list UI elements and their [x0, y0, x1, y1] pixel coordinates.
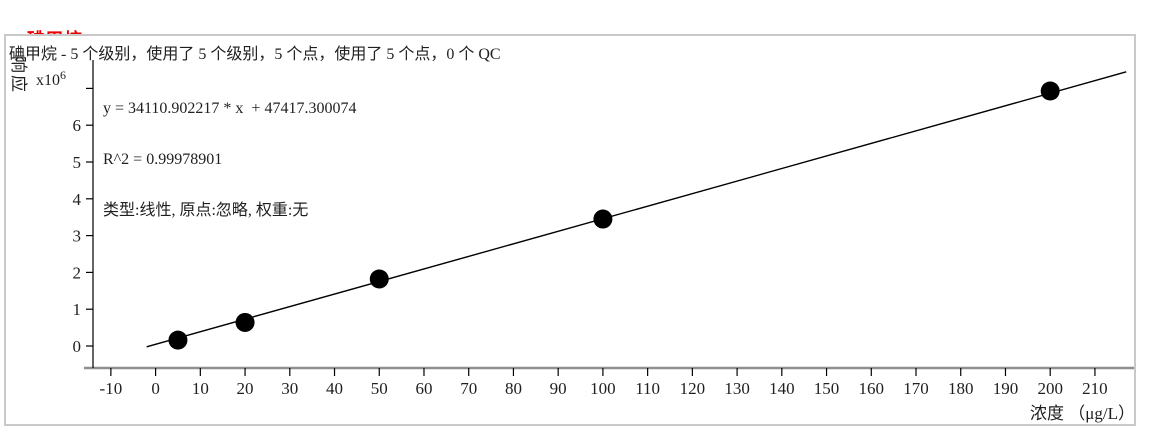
x-tick-label: 110: [635, 379, 660, 398]
x-tick-label: 200: [1037, 379, 1063, 398]
r-squared: R^2 = 0.99978901: [103, 151, 223, 168]
y-tick-label: 5: [73, 153, 82, 172]
x-tick-label: 180: [948, 379, 974, 398]
y-tick-label: 1: [73, 300, 82, 319]
calibration-point[interactable]: [168, 330, 188, 350]
calibration-point[interactable]: [369, 269, 389, 289]
x-tick-label: 140: [769, 379, 795, 398]
x-tick-label: 120: [680, 379, 706, 398]
x-tick-label: 170: [903, 379, 929, 398]
x-tick-label: 40: [326, 379, 343, 398]
y-tick-label: 2: [73, 263, 82, 282]
curve-summary-text: 碘甲烷 - 5 个级别，使用了 5 个级别，5 个点，使用了 5 个点，0 个 …: [9, 46, 501, 63]
x-tick-label: 90: [550, 379, 567, 398]
y-tick-label: 0: [73, 337, 82, 356]
calibration-point[interactable]: [235, 312, 255, 332]
x-tick-label: 160: [859, 379, 885, 398]
x-tick-label: 10: [192, 379, 209, 398]
y-axis-scale-label: x106: [36, 68, 66, 89]
calibration-point[interactable]: [1040, 81, 1060, 101]
x-tick-label: 150: [814, 379, 840, 398]
y-axis-title: 响应: [9, 56, 28, 94]
x-tick-label: 0: [151, 379, 160, 398]
y-tick-label: 4: [73, 190, 82, 209]
calibration-point[interactable]: [593, 209, 613, 229]
fit-equation: y = 34110.902217 * x + 47417.300074: [103, 100, 357, 117]
y-tick-label: 6: [73, 116, 82, 135]
x-tick-label: 70: [460, 379, 477, 398]
y-tick-label: 3: [73, 227, 82, 246]
x-tick-label: 60: [415, 379, 432, 398]
x-tick-label: -10: [100, 379, 123, 398]
x-axis-title: 浓度 （μg/L）: [1030, 404, 1135, 423]
x-tick-label: 50: [371, 379, 388, 398]
x-tick-label: 30: [281, 379, 298, 398]
x-tick-label: 130: [724, 379, 750, 398]
chart-frame: [4, 34, 1136, 426]
fit-type: 类型:线性, 原点:忽略, 权重:无: [103, 202, 309, 219]
fit-line: [146, 71, 1127, 348]
fit-equation-block: y = 34110.902217 * x + 47417.300074 R^2 …: [103, 66, 356, 253]
x-tick-label: 100: [590, 379, 616, 398]
x-tick-label: 210: [1082, 379, 1108, 398]
x-tick-label: 20: [237, 379, 254, 398]
x-tick-label: 190: [993, 379, 1019, 398]
x-tick-label: 80: [505, 379, 522, 398]
